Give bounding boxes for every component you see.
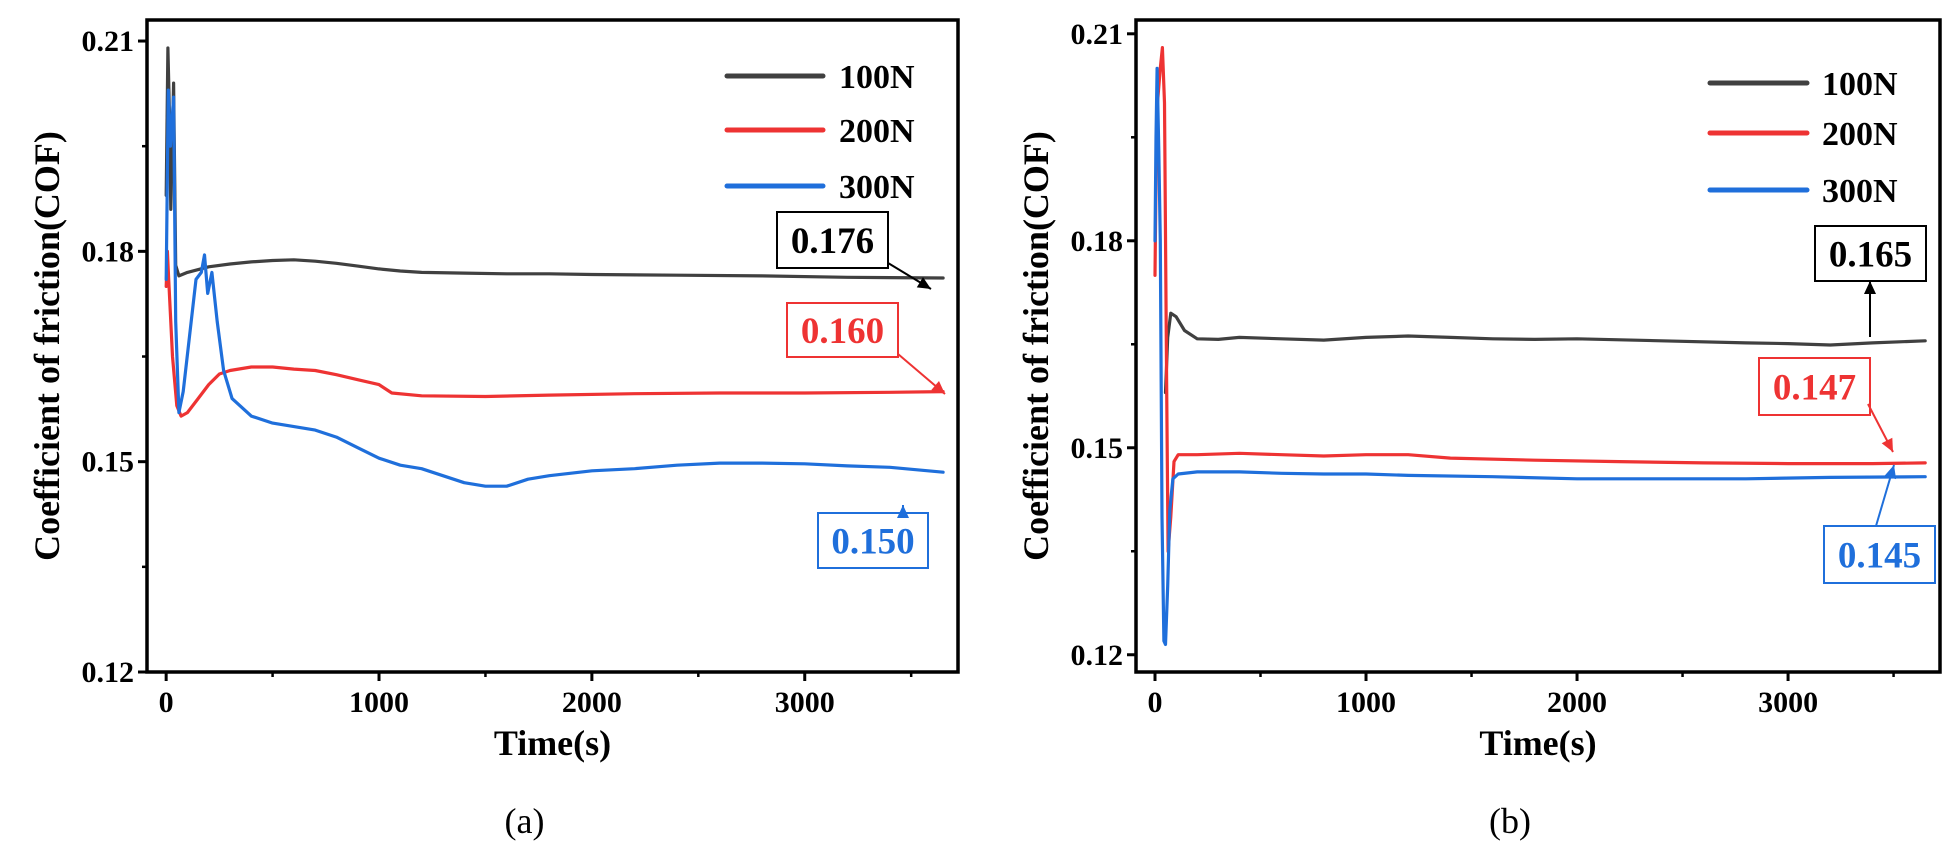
legend-label-200n: 200N [839,113,915,150]
y-tick-label: 0.21 [82,25,135,58]
series-line-200n [1153,46,1927,553]
value-box-200n [786,302,899,358]
panel-b: 0 1000 2000 3000 0.12 0.15 0.18 0.21 Time(s) Coef… [1016,18,1942,841]
legend-label-300n: 300N [1822,173,1898,210]
plot-frame [1134,18,1942,674]
x-axis-label: Time(s) [1479,723,1596,763]
value-arrow-head [931,381,945,394]
series-line-100n [1163,311,1927,395]
legend-label-200n: 200N [1822,116,1898,153]
value-box-300n [1823,525,1936,584]
y-tick-label: 0.15 [1071,432,1124,465]
y-tick-label: 0.18 [82,235,135,268]
value-label-200n: 0.147 [1773,368,1856,409]
y-tick-label: 0.12 [82,656,135,689]
value-box-300n [817,512,929,569]
value-arrow-head [1864,281,1876,294]
value-arrow-head [916,277,931,289]
panel-a: 0 1000 2000 3000 0.12 0.15 0.18 0.21 Time(s) Coef… [27,18,960,841]
y-tick-label: 0.21 [1071,18,1124,51]
value-label-100n: 0.176 [791,221,874,262]
plot-frame [145,18,960,674]
x-tick-label: 1000 [1336,686,1396,719]
x-tick-label: 1000 [349,686,409,719]
x-tick-label: 0 [1147,686,1162,719]
value-arrow-head [897,505,909,518]
value-arrow-head [1881,437,1893,452]
legend-label-100n: 100N [839,59,915,96]
value-arrow-head [1884,465,1897,480]
y-axis-label: Coefficient of friction(COF) [1016,131,1056,561]
value-label-200n: 0.160 [801,311,884,352]
x-tick-label: 2000 [562,686,622,719]
value-box-100n [776,211,889,269]
legend-label-100n: 100N [1822,66,1898,103]
x-tick-label: 3000 [775,686,835,719]
x-axis-label: Time(s) [494,723,611,763]
value-label-300n: 0.145 [1838,536,1921,577]
value-box-200n [1758,357,1871,416]
y-tick-label: 0.12 [1071,639,1124,672]
panel-letter: (a) [505,801,545,841]
y-axis-label: Coefficient of friction(COF) [27,131,67,561]
x-tick-label: 2000 [1547,686,1607,719]
value-label-100n: 0.165 [1829,235,1912,276]
panel-letter: (b) [1489,801,1531,841]
value-box-100n [1814,225,1927,282]
y-tick-label: 0.18 [1071,225,1124,258]
series-line-300n [164,88,945,488]
series-line-300n [1153,66,1927,646]
y-tick-label: 0.15 [82,446,135,479]
legend-label-300n: 300N [839,169,915,206]
value-label-300n: 0.150 [831,522,914,563]
x-tick-label: 0 [159,686,174,719]
x-tick-label: 3000 [1758,686,1818,719]
